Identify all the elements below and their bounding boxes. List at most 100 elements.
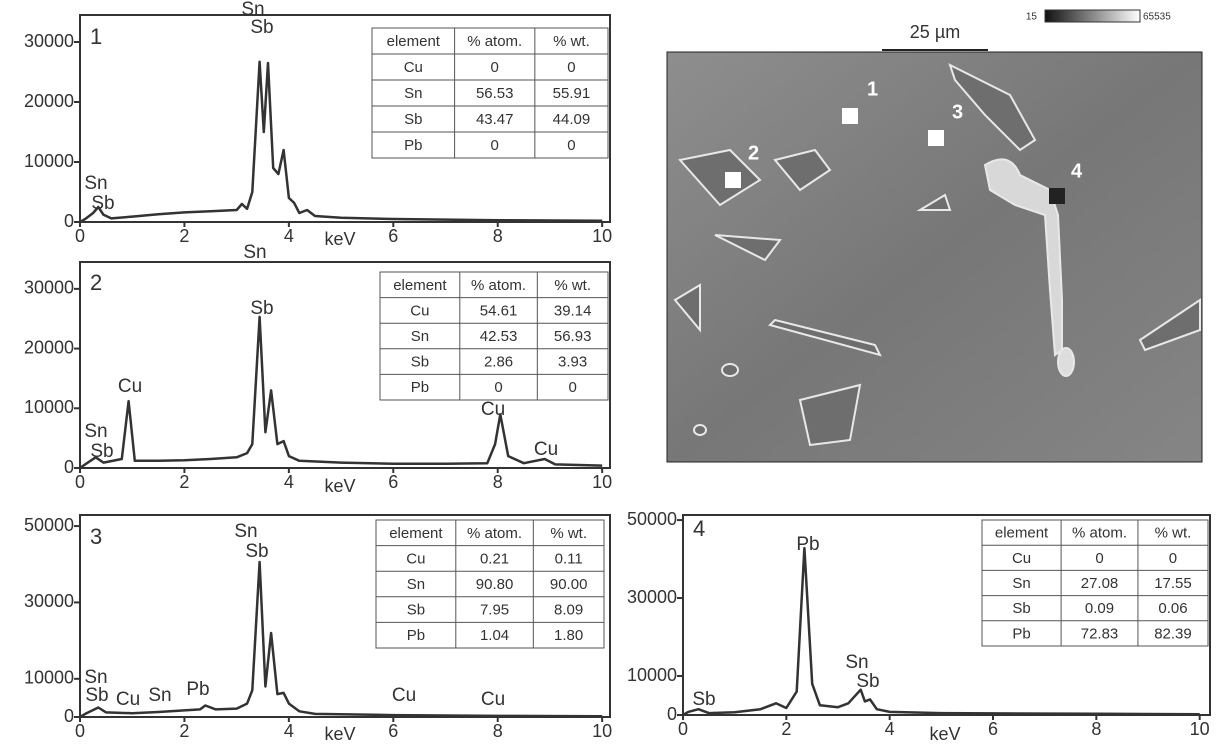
table-cell: 1.80	[554, 627, 583, 644]
table-frame	[379, 271, 609, 401]
peak-label: Cu	[534, 439, 558, 460]
x-tick-label: 8	[493, 721, 503, 741]
table-cell: 0	[491, 59, 499, 76]
table-cell: element	[995, 525, 1049, 542]
table-cell: 54.61	[480, 302, 518, 319]
table-cell: 0	[494, 379, 502, 396]
x-tick-label: 4	[885, 719, 895, 739]
y-tick-label: 0	[667, 704, 677, 724]
table-cell: % atom.	[467, 525, 522, 542]
spectrum-line	[79, 560, 603, 719]
table-cell: % wt.	[554, 277, 591, 294]
x-tick-label: 8	[493, 226, 503, 246]
table-cell: 42.53	[480, 328, 518, 345]
table-cell: Cu	[404, 59, 423, 76]
x-tick-label: 0	[75, 472, 85, 492]
peak-label: Sb	[250, 17, 273, 38]
y-tick-label: 10000	[24, 151, 74, 171]
peak-label: Pb	[796, 534, 819, 555]
x-tick-label: 8	[1091, 719, 1101, 739]
table-cell: 0.06	[1158, 600, 1187, 617]
element-table: element % atom. % wt. Cu 54.61 39.14 Sn 42.53 56…	[379, 271, 609, 401]
table-cell: 44.09	[553, 111, 591, 128]
x-axis-label: keV	[324, 476, 355, 496]
table-cell: Sn	[1012, 575, 1030, 592]
y-tick-label: 10000	[24, 397, 74, 417]
table-cell: 72.83	[1081, 625, 1119, 642]
table-cell: Pb	[1012, 625, 1030, 642]
table-cell: Sn	[407, 576, 425, 593]
y-tick-label: 50000	[627, 509, 677, 529]
y-tick-label: 30000	[24, 31, 74, 51]
point-marker	[842, 108, 858, 124]
table-frame	[375, 519, 605, 649]
peak-label: Cu	[118, 376, 142, 397]
colorbar-min: 15	[1026, 12, 1038, 23]
table-cell: 56.93	[554, 328, 592, 345]
table-cell: % wt.	[1155, 525, 1192, 542]
x-tick-label: 8	[493, 472, 503, 492]
x-tick-label: 2	[179, 226, 189, 246]
x-tick-label: 0	[678, 719, 688, 739]
element-table: element % atom. % wt. Cu 0 0 Sn 27.08 17.55 Sb 0.0…	[981, 519, 1209, 647]
table-cell: 0	[567, 137, 575, 154]
colorbar-max: 65535	[1143, 12, 1171, 23]
colorbar	[1044, 9, 1141, 23]
peak-label: Sb	[85, 685, 108, 706]
table-cell: 0	[567, 59, 575, 76]
panel-number: 4	[693, 516, 705, 541]
table-cell: 90.00	[550, 576, 588, 593]
spectrum-line	[79, 315, 603, 470]
point-marker	[725, 172, 741, 188]
x-tick-label: 10	[592, 226, 612, 246]
y-tick-label: 20000	[24, 337, 74, 357]
sem-features	[673, 63, 1201, 447]
x-axis-label: keV	[324, 229, 355, 249]
plot-frame	[682, 514, 1211, 716]
table-cell: Pb	[407, 627, 425, 644]
table-frame	[981, 519, 1209, 647]
table-cell: 90.80	[476, 576, 514, 593]
peak-label: Sn	[241, 0, 264, 20]
x-tick-label: 2	[179, 472, 189, 492]
peak-label: Cu	[481, 399, 505, 420]
table-cell: Sb	[407, 602, 425, 619]
y-tick-label: 0	[64, 211, 74, 231]
panel-number: 1	[90, 24, 102, 49]
table-cell: 0.11	[555, 550, 583, 567]
point-label: 1	[867, 78, 878, 100]
table-cell: 0	[491, 137, 499, 154]
x-tick-label: 2	[781, 719, 791, 739]
peak-label: Sn	[84, 421, 107, 442]
table-cell: 7.95	[480, 602, 509, 619]
table-cell: 82.39	[1154, 625, 1192, 642]
peak-label: Sb	[692, 689, 715, 710]
table-cell: 0	[1169, 550, 1177, 567]
x-tick-label: 6	[388, 226, 398, 246]
table-cell: 2.86	[484, 354, 513, 371]
table-cell: % wt.	[553, 33, 590, 50]
point-marker	[928, 130, 944, 146]
scale-bar-label: 25 µm	[910, 22, 960, 42]
table-cell: 3.93	[558, 354, 587, 371]
table-cell: 0	[568, 379, 576, 396]
peak-label: Sn	[845, 652, 868, 673]
point-label: 2	[748, 142, 759, 164]
x-tick-label: 0	[75, 721, 85, 741]
table-cell: 39.14	[554, 302, 592, 319]
x-tick-label: 10	[592, 721, 612, 741]
y-tick-label: 30000	[24, 278, 74, 298]
x-tick-label: 0	[75, 226, 85, 246]
peak-label: Cu	[392, 685, 416, 706]
table-cell: Pb	[404, 137, 422, 154]
y-tick-label: 30000	[24, 591, 74, 611]
x-tick-label: 10	[1190, 719, 1210, 739]
table-cell: 43.47	[476, 111, 514, 128]
x-tick-label: 4	[284, 472, 294, 492]
peak-label: Sn	[84, 667, 107, 688]
x-axis-label: keV	[929, 724, 960, 744]
table-cell: 55.91	[553, 85, 591, 102]
spectrum-line	[682, 546, 1200, 717]
